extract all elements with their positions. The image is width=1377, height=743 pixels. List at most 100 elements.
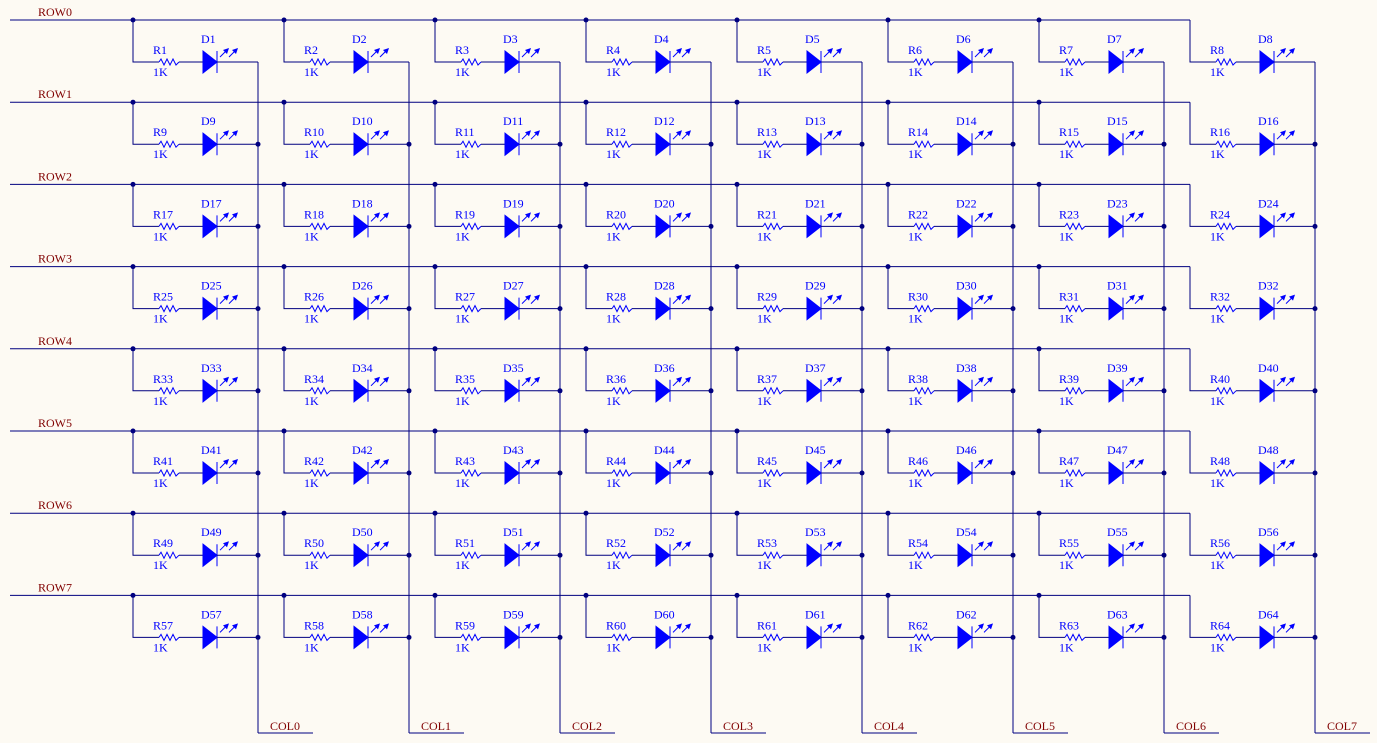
row-label: ROW2 xyxy=(38,169,72,183)
row-label: ROW1 xyxy=(38,87,72,101)
junction xyxy=(406,634,412,640)
resistor-value: 1K xyxy=(908,476,923,490)
wire xyxy=(132,513,159,556)
led xyxy=(202,296,218,321)
led-arrowhead xyxy=(836,130,842,137)
resistor xyxy=(1215,222,1237,231)
wire xyxy=(1038,20,1065,63)
resistor-value: 1K xyxy=(1210,147,1225,161)
resistor-value: 1K xyxy=(1059,312,1074,326)
wire xyxy=(585,513,612,556)
resistor xyxy=(158,140,180,149)
led xyxy=(202,214,218,239)
resistor xyxy=(1215,304,1237,313)
resistor-value: 1K xyxy=(757,394,772,408)
led-arrowhead xyxy=(987,541,993,548)
led-arrowhead xyxy=(232,623,238,630)
wire xyxy=(1189,348,1216,392)
led-arrowhead xyxy=(232,459,238,465)
resistor-label: R56 xyxy=(1210,536,1230,550)
diode-label: D24 xyxy=(1258,196,1279,210)
led-arrowhead xyxy=(383,294,389,301)
resistor-value: 1K xyxy=(1210,394,1225,408)
wire xyxy=(736,20,763,63)
resistor xyxy=(1064,551,1086,560)
led-arrowhead xyxy=(676,459,682,465)
led-arrowhead xyxy=(1280,212,1286,219)
led-arrowhead xyxy=(534,294,540,301)
junction xyxy=(1161,552,1167,558)
led xyxy=(504,460,520,486)
resistor xyxy=(309,222,331,231)
led-arrowhead xyxy=(374,294,380,301)
led xyxy=(353,460,369,486)
resistor-value: 1K xyxy=(757,147,772,161)
led-arrowhead xyxy=(223,212,229,219)
led-arrowhead xyxy=(1138,294,1144,301)
wire xyxy=(1189,266,1216,310)
diode-label: D42 xyxy=(352,443,373,457)
led-arrowhead xyxy=(374,541,380,548)
resistor xyxy=(1064,57,1086,67)
led-arrowhead xyxy=(685,130,691,137)
wire xyxy=(887,184,914,227)
row-label: ROW7 xyxy=(38,580,72,594)
junction xyxy=(557,634,563,640)
row-label: ROW4 xyxy=(38,334,72,348)
column-label: COL2 xyxy=(572,719,602,733)
led-arrowhead xyxy=(676,130,682,137)
led xyxy=(202,460,218,486)
diode-label: D58 xyxy=(352,607,373,621)
wire xyxy=(1189,184,1216,227)
led xyxy=(202,132,218,157)
wire xyxy=(283,102,310,145)
led-arrowhead xyxy=(1138,623,1144,630)
resistor-label: R11 xyxy=(455,125,475,139)
resistor xyxy=(460,386,482,395)
resistor-value: 1K xyxy=(1210,558,1225,572)
led-arrowhead xyxy=(1289,376,1295,383)
resistor-value: 1K xyxy=(606,640,621,654)
led-arrowhead xyxy=(525,376,531,383)
wire xyxy=(585,102,612,145)
resistor-label: R1 xyxy=(153,43,167,57)
led xyxy=(655,460,671,486)
led-arrowhead xyxy=(1129,459,1135,465)
wire xyxy=(283,184,310,227)
diode-label: D28 xyxy=(654,279,675,293)
resistor-label: R20 xyxy=(606,207,626,221)
resistor xyxy=(460,304,482,313)
resistor xyxy=(1215,57,1237,67)
led-arrowhead xyxy=(836,541,842,548)
diode-label: D38 xyxy=(956,361,977,375)
led-arrowhead xyxy=(836,48,842,54)
resistor xyxy=(762,57,784,67)
diode-label: D32 xyxy=(1258,279,1279,293)
resistor-value: 1K xyxy=(455,476,470,490)
wire xyxy=(1189,595,1216,638)
led-arrowhead xyxy=(676,541,682,548)
wire xyxy=(434,266,461,310)
junction xyxy=(1010,634,1016,640)
column-label: COL6 xyxy=(1176,719,1206,733)
led-arrowhead xyxy=(223,48,229,54)
wire xyxy=(283,348,310,392)
led xyxy=(957,625,973,650)
resistor-label: R4 xyxy=(606,43,620,57)
resistor xyxy=(158,304,180,313)
resistor-label: R8 xyxy=(1210,43,1224,57)
led-arrowhead xyxy=(1289,623,1295,630)
junction xyxy=(1161,141,1167,147)
resistor-label: R32 xyxy=(1210,290,1230,304)
led xyxy=(655,214,671,239)
resistor-label: R37 xyxy=(757,372,777,386)
resistor-label: R31 xyxy=(1059,290,1079,304)
resistor-label: R39 xyxy=(1059,372,1079,386)
led-arrowhead xyxy=(223,623,229,630)
led-arrowhead xyxy=(978,376,984,383)
resistor xyxy=(913,57,935,67)
resistor-value: 1K xyxy=(1059,640,1074,654)
resistor xyxy=(611,222,633,231)
diode-label: D57 xyxy=(201,607,222,621)
led-arrowhead xyxy=(1289,212,1295,219)
